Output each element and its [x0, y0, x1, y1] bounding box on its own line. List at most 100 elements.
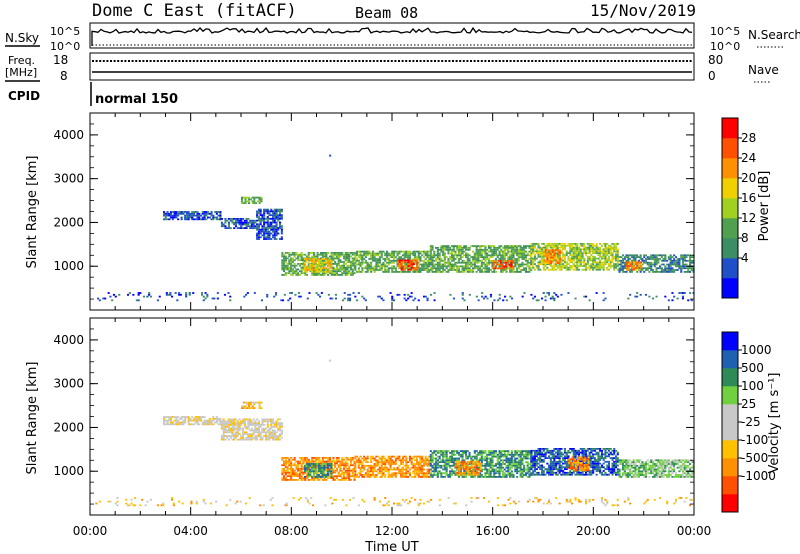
echo-cell: [205, 214, 208, 217]
echo-cell: [275, 435, 278, 437]
echo-cell: [366, 269, 369, 271]
echo-cell: [337, 464, 340, 467]
echo-cell: [632, 258, 635, 260]
echo-cell: [685, 259, 688, 262]
echo-cell: [618, 267, 621, 270]
echo-cell: [277, 418, 280, 421]
echo-cell: [295, 270, 298, 273]
echo-cell: [456, 245, 459, 247]
echo-cell: [380, 269, 383, 271]
echo-cell: [465, 256, 468, 258]
echo-cell: [659, 271, 662, 273]
echo-cell: [452, 248, 455, 251]
echo-cell: [198, 216, 201, 219]
echo-cell: [257, 208, 260, 211]
echo-cell: [300, 272, 303, 274]
echo-cell: [314, 263, 317, 266]
echo-cell: [264, 431, 267, 434]
echo-cell: [473, 470, 476, 473]
echo-cell: [484, 267, 487, 270]
echo-cell: [480, 470, 483, 473]
echo-cell: [258, 202, 261, 204]
echo-cell: [414, 455, 417, 458]
echo-cell: [291, 475, 294, 478]
echo-cell: [305, 466, 308, 469]
echo-cell: [329, 297, 332, 300]
echo-cell: [364, 250, 367, 253]
echo-cell: [415, 463, 418, 465]
echo-cell: [443, 248, 446, 251]
echo-cell: [496, 254, 499, 257]
echo-cell: [593, 255, 596, 258]
echo-cell: [436, 452, 439, 454]
echo-cell: [307, 474, 310, 476]
echo-cell: [673, 269, 676, 271]
echo-cell: [236, 218, 239, 220]
echo-cell: [298, 477, 301, 479]
echo-cell: [348, 473, 351, 476]
echo-cell: [382, 263, 385, 266]
echo-cell: [519, 271, 522, 273]
echo-cell: [311, 466, 314, 469]
echo-cell: [384, 470, 387, 473]
echo-cell: [442, 263, 445, 266]
echo-cell: [618, 259, 621, 262]
echo-cell: [443, 464, 446, 467]
echo-cell: [309, 474, 312, 476]
echo-cell: [401, 267, 404, 270]
echo-cell: [438, 466, 441, 469]
echo-cell: [177, 421, 180, 424]
echo-cell: [393, 468, 396, 471]
echo-cell: [541, 297, 544, 300]
echo-cell: [407, 297, 410, 300]
echo-cell: [400, 258, 403, 260]
echo-cell: [277, 422, 280, 424]
echo-cell: [366, 457, 369, 460]
echo-cell: [650, 254, 653, 257]
echo-cell: [165, 293, 168, 296]
echo-cell: [361, 269, 364, 271]
echo-cell: [231, 218, 234, 220]
echo-cell: [652, 271, 655, 273]
echo-cell: [384, 457, 387, 460]
echo-cell: [259, 212, 262, 215]
echo-cell: [442, 248, 445, 251]
echo-cell: [277, 217, 280, 220]
echo-cell: [295, 268, 298, 271]
echo-cell: [620, 259, 623, 262]
echo-cell: [482, 250, 485, 253]
echo-cell: [316, 253, 319, 256]
echo-cell: [371, 252, 374, 255]
echo-cell: [243, 425, 246, 428]
echo-cell: [600, 265, 603, 267]
echo-cell: [373, 468, 376, 471]
echo-cell: [423, 468, 426, 471]
echo-cell: [217, 211, 220, 213]
echo-cell: [505, 265, 508, 268]
echo-cell: [440, 267, 443, 270]
echo-cell: [256, 210, 259, 213]
echo-cell: [600, 266, 603, 269]
echo-cell: [510, 265, 513, 268]
echo-cell: [350, 464, 353, 467]
echo-cell: [438, 263, 441, 266]
echo-cell: [300, 475, 303, 478]
echo-cell: [563, 248, 566, 251]
echo-cell: [299, 295, 302, 298]
echo-cell: [657, 267, 660, 270]
echo-cell: [254, 221, 257, 224]
echo-cell: [319, 263, 322, 266]
echo-cell: [377, 254, 380, 257]
y-tick-label: 3000: [53, 172, 84, 186]
echo-cell: [583, 261, 586, 264]
echo-cell: [222, 223, 225, 226]
echo-cell: [426, 297, 429, 300]
echo-cell: [316, 267, 319, 270]
echo-cell: [533, 268, 536, 271]
echo-cell: [297, 295, 300, 298]
echo-cell: [244, 202, 247, 204]
echo-cell: [417, 256, 420, 258]
echo-cell: [567, 244, 570, 247]
echo-cell: [403, 250, 406, 253]
echo-cell: [678, 259, 681, 262]
